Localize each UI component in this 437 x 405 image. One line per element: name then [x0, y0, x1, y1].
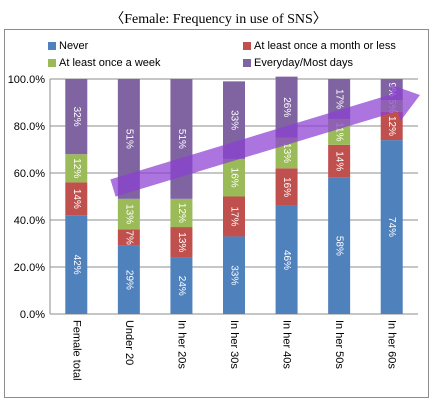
data-label: 17%	[229, 206, 240, 226]
bar-segment	[170, 227, 193, 258]
data-label: 13%	[281, 143, 292, 163]
x-tick-label: In her 20s	[175, 320, 187, 369]
bar-segment	[223, 196, 245, 237]
bar-segment	[65, 79, 88, 155]
data-label: 42%	[71, 255, 82, 275]
legend-swatch	[243, 59, 251, 67]
x-tick-label: In her 40s	[281, 320, 293, 369]
data-label: 13%	[123, 204, 134, 224]
data-label: 58%	[334, 236, 345, 256]
bar-segment	[275, 168, 298, 206]
data-label: 29%	[123, 270, 134, 290]
bar-segment	[328, 177, 351, 314]
bar-segment	[117, 229, 140, 246]
y-tick-label: 0.0%	[20, 309, 45, 321]
data-label: 12%	[71, 158, 82, 178]
bar-segment	[170, 198, 193, 228]
x-tick-label: Female total	[70, 320, 82, 381]
data-label: 33%	[229, 265, 240, 285]
y-tick-label: 80.0%	[14, 121, 45, 133]
x-tick-label: In her 50s	[333, 320, 345, 369]
data-label: 14%	[334, 151, 345, 171]
chart-title: 〈Female: Frequency in use of SNS〉	[110, 12, 327, 27]
data-label: 11%	[334, 122, 345, 141]
data-label: 12%	[176, 203, 187, 223]
data-label: 16%	[281, 177, 292, 197]
data-label: 51%	[176, 129, 187, 149]
bar-segment	[380, 140, 403, 314]
bar-segment	[117, 198, 140, 230]
data-label: 26%	[281, 97, 292, 117]
data-label: 13%	[176, 232, 187, 252]
bar-segment	[328, 144, 351, 178]
y-tick-label: 40.0%	[14, 215, 45, 227]
bar-segment	[65, 215, 88, 314]
bar-segment	[380, 111, 403, 141]
data-label: 51%	[123, 129, 134, 149]
bar-segment	[117, 79, 140, 199]
x-tick-label: Under 20	[123, 320, 135, 365]
data-label: 74%	[386, 217, 397, 237]
bar-segment	[117, 245, 140, 314]
bar-segment	[223, 158, 245, 197]
bar-segment	[223, 81, 245, 159]
legend-swatch	[243, 42, 251, 50]
chart-frame	[4, 29, 429, 398]
bar-segment	[65, 182, 88, 216]
legend-swatch	[48, 59, 56, 67]
x-tick-label: In her 60s	[386, 320, 398, 369]
bar-segment	[170, 257, 193, 314]
legend-label: At least once a week	[59, 57, 161, 69]
y-tick-label: 100.0%	[8, 74, 46, 86]
data-label: 7%	[123, 230, 134, 245]
y-tick-label: 20.0%	[14, 262, 45, 274]
data-label: 32%	[71, 107, 82, 127]
data-label: 17%	[334, 89, 345, 109]
trend-arrow	[110, 84, 421, 197]
data-label: 46%	[281, 250, 292, 270]
legend-label: Never	[59, 40, 89, 52]
data-label: 12%	[386, 116, 397, 136]
legend-label: Everyday/Most days	[254, 57, 354, 69]
bar-segment	[65, 154, 88, 183]
data-label: 14%	[71, 189, 82, 209]
data-label: 24%	[176, 276, 187, 296]
data-label: 33%	[229, 110, 240, 130]
bar-segment	[223, 236, 245, 314]
legend-label: At least once a month or less	[254, 40, 396, 52]
bar-segment	[275, 205, 298, 314]
x-tick-label: In her 30s	[228, 320, 240, 369]
data-label: 16%	[229, 168, 240, 188]
y-tick-label: 60.0%	[14, 168, 45, 180]
bar-segment	[275, 76, 298, 138]
legend-swatch	[48, 42, 56, 50]
